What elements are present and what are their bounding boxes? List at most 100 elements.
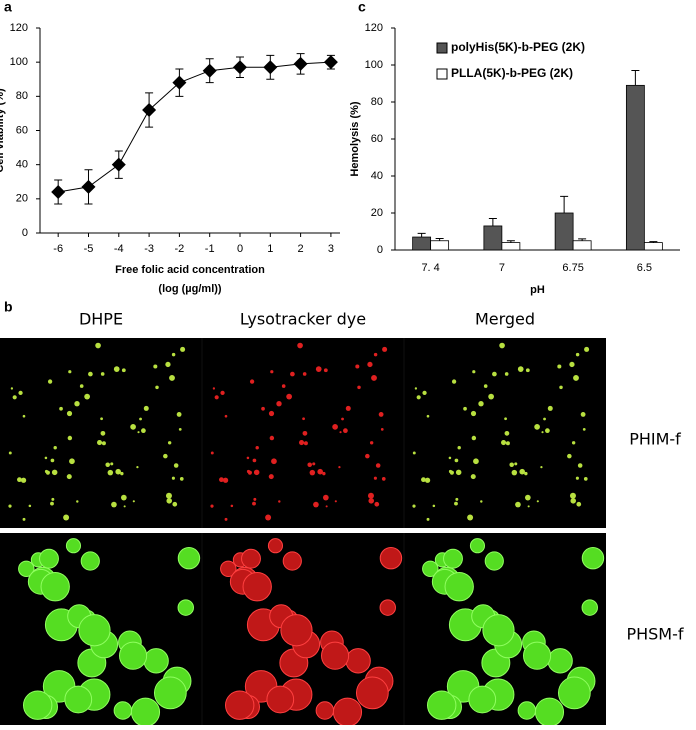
vesicle: [312, 462, 316, 466]
cell: [266, 685, 295, 714]
vesicle: [155, 385, 159, 390]
cell: [241, 548, 261, 569]
cell: [143, 648, 169, 674]
vesicle: [165, 361, 171, 368]
cell: [65, 538, 82, 554]
vesicle: [367, 492, 374, 499]
vesicle: [325, 505, 328, 508]
vesicle: [252, 501, 256, 506]
vesicle: [268, 474, 274, 480]
vesicle: [575, 476, 579, 480]
vesicle: [547, 405, 553, 411]
vesicle: [534, 424, 540, 430]
vesicle: [504, 417, 507, 421]
vesicle: [571, 441, 576, 445]
vesicle: [20, 477, 27, 483]
vesicle: [74, 401, 80, 407]
vesicle: [567, 453, 572, 459]
vesicle: [470, 474, 476, 480]
vesicle: [96, 439, 103, 446]
vesicle: [412, 451, 416, 455]
y-tick-label: 80: [16, 90, 28, 102]
vesicle: [500, 439, 507, 446]
vesicle: [483, 384, 488, 388]
vesicle: [171, 352, 176, 357]
vesicle: [261, 406, 265, 411]
vesicle: [472, 370, 476, 374]
vesicle: [332, 424, 338, 430]
panel-label: c: [358, 0, 366, 15]
y-tick-label: 20: [16, 193, 28, 205]
vesicle: [504, 372, 509, 376]
row-label: PHIM-f: [629, 430, 681, 449]
vesicle: [454, 458, 459, 463]
vesicle: [210, 504, 214, 508]
vesicle: [509, 462, 514, 468]
vesicle: [268, 410, 275, 417]
error-bar: [560, 195, 569, 213]
vesicle: [222, 477, 229, 483]
vesicle: [455, 469, 462, 476]
cell: [113, 701, 133, 720]
x-tick-label: 7. 4: [421, 262, 439, 274]
column-header: Merged: [475, 310, 535, 329]
vesicle: [357, 385, 361, 390]
marker: [111, 157, 126, 172]
vesicle: [173, 463, 179, 468]
y-tick-label: 0: [377, 244, 383, 256]
vesicle: [322, 494, 329, 501]
vesicle: [22, 414, 26, 418]
y-tick-label: 40: [371, 170, 383, 182]
vesicle: [8, 504, 12, 508]
vesicle: [426, 414, 430, 418]
vesicle: [580, 412, 586, 417]
vesicle: [66, 410, 73, 417]
vesicle: [378, 412, 384, 417]
vesicle: [492, 371, 497, 377]
cell: [78, 614, 111, 647]
vesicle: [253, 469, 260, 476]
bar: [501, 242, 521, 251]
vesicle: [307, 462, 312, 468]
vesicle: [355, 364, 360, 369]
vesicle: [569, 361, 575, 368]
x-tick-label: 6.5: [637, 262, 652, 274]
error-bar: [506, 240, 515, 243]
x-axis-label: pH: [530, 284, 545, 296]
x-tick-label: 2: [298, 243, 304, 255]
vesicle: [271, 458, 277, 465]
error-bar: [649, 241, 658, 243]
vesicle: [297, 342, 303, 349]
vesicle: [313, 501, 319, 508]
y-tick-label: 60: [371, 133, 383, 145]
vesicle: [471, 435, 477, 441]
vesicle: [302, 372, 307, 376]
vesicle: [432, 504, 436, 508]
vesicle: [179, 477, 184, 481]
vesicle: [255, 445, 259, 450]
vesicle: [559, 385, 563, 390]
vesicle: [569, 492, 576, 499]
vesicle: [374, 501, 380, 507]
vesicle: [421, 477, 426, 483]
cells: [8, 342, 605, 727]
vesicle: [50, 458, 55, 463]
vesicle: [84, 393, 90, 400]
bar: [412, 236, 432, 251]
vesicle: [426, 517, 430, 521]
vesicle: [584, 346, 590, 352]
vesicle: [276, 401, 282, 407]
x-tick-label: 7: [499, 262, 505, 274]
vesicle: [101, 441, 106, 446]
cell: [321, 641, 350, 670]
cell: [422, 560, 439, 578]
cell: [523, 641, 552, 670]
y-tick-label: 40: [16, 159, 28, 171]
vesicle: [451, 379, 457, 384]
y-tick-label: 60: [16, 124, 28, 136]
vesicle: [265, 514, 272, 521]
vesicle: [514, 462, 518, 466]
y-tick-label: 100: [10, 56, 28, 68]
vesicle: [473, 458, 479, 465]
